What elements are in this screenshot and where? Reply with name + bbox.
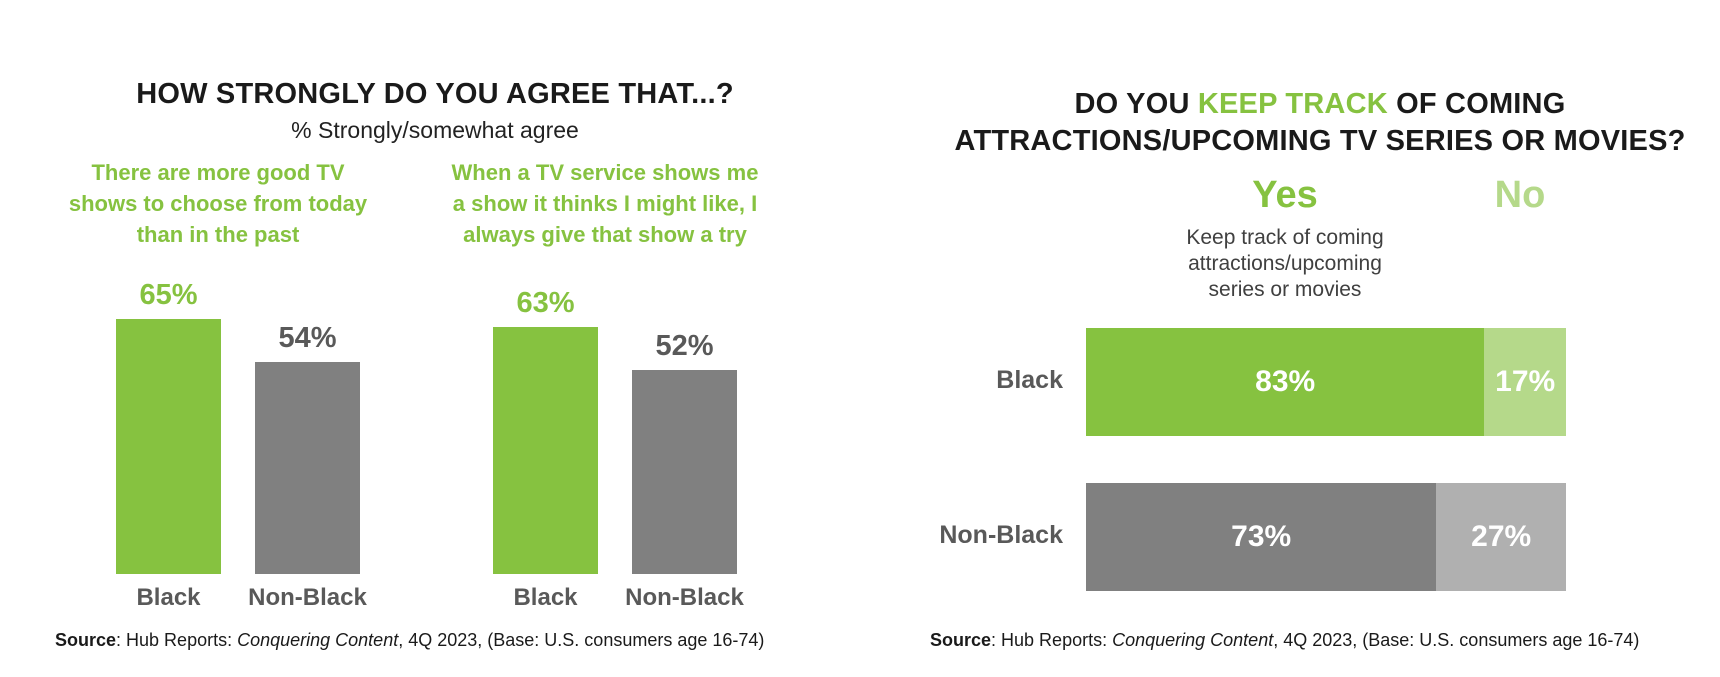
category-label: Non-Black	[248, 584, 367, 611]
question-1-line: There are more good TV	[91, 160, 345, 185]
bar-black-q1	[116, 319, 221, 574]
title-text: OF COMING	[1387, 88, 1566, 120]
bar-non-black-q2	[632, 370, 737, 574]
right-chart-title: DO YOU KEEP TRACK OF COMING ATTRACTIONS/…	[920, 86, 1720, 160]
title-highlight: KEEP TRACK	[1197, 88, 1388, 120]
bar-value-label: 54%	[278, 322, 337, 355]
category-label: Black	[136, 584, 201, 611]
bar-value-label: 63%	[516, 286, 575, 319]
segment-no-non-black: 27%	[1436, 483, 1566, 591]
left-chart-subtitle: % Strongly/somewhat agree	[291, 117, 579, 143]
bar-value-label: 65%	[139, 279, 198, 311]
yes-description: Keep track of coming attractions/upcomin…	[1135, 225, 1435, 303]
bar-value-label: 52%	[655, 330, 714, 362]
question-2-line: When a TV service shows me	[451, 160, 759, 185]
source-text: : Hub Reports:	[116, 630, 238, 650]
yes-description-line: Keep track of coming	[1186, 226, 1384, 249]
source-text: , 4Q 2023, (Base: U.S. consumers age 16-…	[1273, 630, 1640, 650]
bar-non-black-q1	[255, 362, 360, 574]
bar-black-q2	[493, 326, 598, 574]
question-1-line: than in the past	[136, 222, 300, 247]
question-1-label: There are more good TV shows to choose f…	[38, 157, 398, 250]
question-2-line: a show it thinks I might like, I	[452, 191, 758, 216]
segment-yes-black: 83%	[1086, 328, 1485, 436]
question-1-line: shows to choose from today	[68, 191, 368, 216]
row-label-black: Black	[996, 366, 1063, 394]
category-label: Black	[513, 584, 578, 611]
source-text: : Hub Reports:	[991, 630, 1113, 650]
yes-description-line: series or movies	[1208, 278, 1362, 301]
source-text: , 4Q 2023, (Base: U.S. consumers age 16-…	[398, 630, 765, 650]
yes-legend-label: Yes	[1252, 174, 1318, 216]
title-text: DO YOU	[1074, 88, 1198, 120]
left-source-note: Source: Hub Reports: Conquering Content,…	[55, 630, 764, 651]
row-label-non-black: Non-Black	[939, 521, 1063, 549]
no-legend-label: No	[1494, 174, 1546, 216]
source-report-title: Conquering Content	[1112, 630, 1274, 650]
question-2-line: always give that show a try	[463, 222, 747, 247]
source-label: Source	[55, 630, 117, 650]
yes-description-line: attractions/upcoming	[1188, 252, 1382, 275]
right-title-line-2: ATTRACTIONS/UPCOMING TV SERIES OR MOVIES…	[954, 125, 1686, 157]
segment-no-black: 17%	[1484, 328, 1566, 436]
source-label: Source	[930, 630, 992, 650]
right-source-note: Source: Hub Reports: Conquering Content,…	[930, 630, 1639, 651]
source-report-title: Conquering Content	[237, 630, 399, 650]
right-title-line-1: DO YOU KEEP TRACK OF COMING	[920, 86, 1720, 123]
category-label: Non-Black	[625, 584, 744, 611]
left-chart-title: HOW STRONGLY DO YOU AGREE THAT...?	[136, 78, 734, 110]
segment-yes-non-black: 73%	[1086, 483, 1437, 591]
question-2-label: When a TV service shows me a show it thi…	[410, 157, 800, 250]
